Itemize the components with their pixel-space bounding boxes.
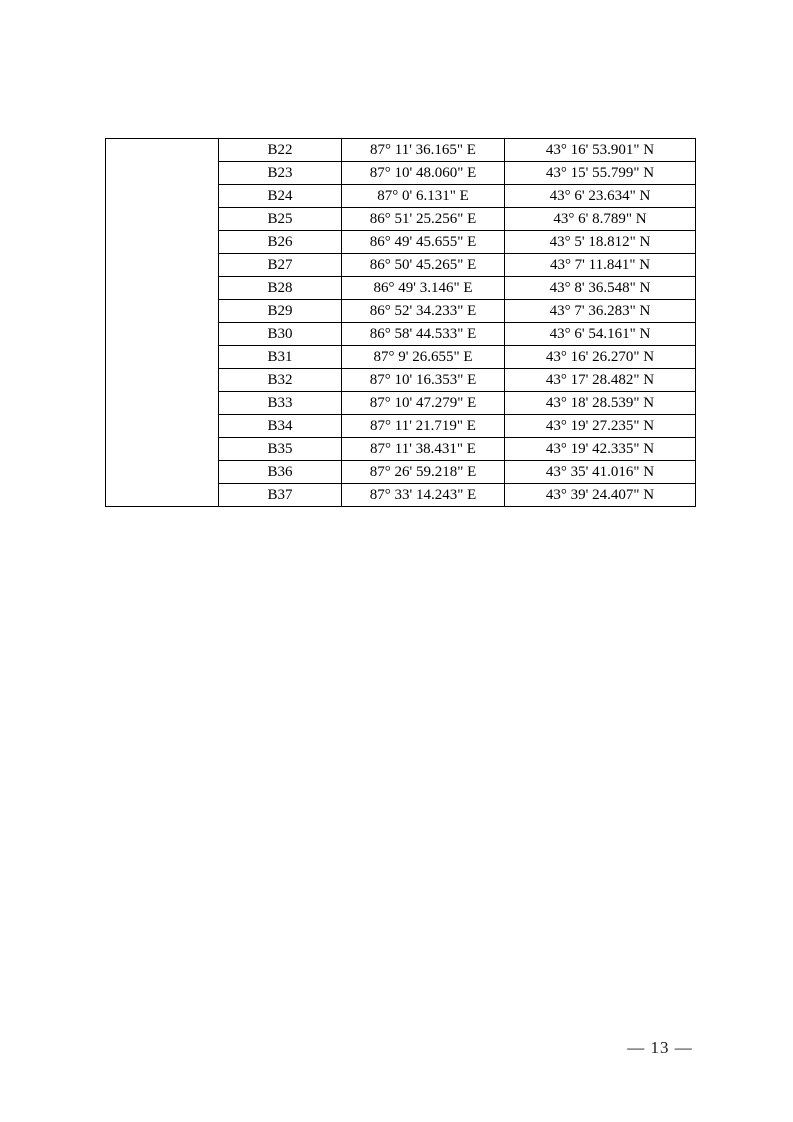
table-row: B24 87° 0' 6.131" E 43° 6' 23.634" N — [106, 184, 696, 208]
point-cell: B33 — [218, 391, 342, 415]
longitude-cell: 86° 49' 45.655" E — [341, 230, 505, 254]
longitude-cell: 87° 33' 14.243" E — [341, 483, 505, 507]
table-row: B30 86° 58' 44.533" E 43° 6' 54.161" N — [106, 322, 696, 346]
longitude-cell: 87° 11' 36.165" E — [341, 138, 505, 162]
table-row: B25 86° 51' 25.256" E 43° 6' 8.789" N — [106, 207, 696, 231]
latitude-cell: 43° 19' 42.335" N — [504, 437, 696, 461]
point-cell: B31 — [218, 345, 342, 369]
table-row: B31 87° 9' 26.655" E 43° 16' 26.270" N — [106, 345, 696, 369]
table-row: B32 87° 10' 16.353" E 43° 17' 28.482" N — [106, 368, 696, 392]
longitude-cell: 87° 10' 47.279" E — [341, 391, 505, 415]
latitude-cell: 43° 16' 53.901" N — [504, 138, 696, 162]
point-cell: B24 — [218, 184, 342, 208]
table-row: B37 87° 33' 14.243" E 43° 39' 24.407" N — [106, 483, 696, 507]
latitude-cell: 43° 6' 8.789" N — [504, 207, 696, 231]
latitude-cell: 43° 8' 36.548" N — [504, 276, 696, 300]
longitude-cell: 87° 11' 21.719" E — [341, 414, 505, 438]
table-row: B28 86° 49' 3.146" E 43° 8' 36.548" N — [106, 276, 696, 300]
point-cell: B37 — [218, 483, 342, 507]
latitude-cell: 43° 6' 54.161" N — [504, 322, 696, 346]
table-row: B29 86° 52' 34.233" E 43° 7' 36.283" N — [106, 299, 696, 323]
point-cell: B32 — [218, 368, 342, 392]
longitude-cell: 87° 10' 48.060" E — [341, 161, 505, 185]
latitude-cell: 43° 19' 27.235" N — [504, 414, 696, 438]
latitude-cell: 43° 7' 11.841" N — [504, 253, 696, 277]
latitude-cell: 43° 16' 26.270" N — [504, 345, 696, 369]
table-row: B33 87° 10' 47.279" E 43° 18' 28.539" N — [106, 391, 696, 415]
table-row: B22 87° 11' 36.165" E 43° 16' 53.901" N — [105, 138, 696, 507]
longitude-cell: 86° 51' 25.256" E — [341, 207, 505, 231]
latitude-cell: 43° 15' 55.799" N — [504, 161, 696, 185]
merged-empty-cell — [105, 138, 219, 507]
table-row: B27 86° 50' 45.265" E 43° 7' 11.841" N — [106, 253, 696, 277]
point-cell: B28 — [218, 276, 342, 300]
table-row: B26 86° 49' 45.655" E 43° 5' 18.812" N — [106, 230, 696, 254]
latitude-cell: 43° 17' 28.482" N — [504, 368, 696, 392]
point-cell: B30 — [218, 322, 342, 346]
latitude-cell: 43° 35' 41.016" N — [504, 460, 696, 484]
latitude-cell: 43° 5' 18.812" N — [504, 230, 696, 254]
longitude-cell: 87° 11' 38.431" E — [341, 437, 505, 461]
longitude-cell: 86° 58' 44.533" E — [341, 322, 505, 346]
point-cell: B36 — [218, 460, 342, 484]
latitude-cell: 43° 39' 24.407" N — [504, 483, 696, 507]
coordinate-table-body: B22 87° 11' 36.165" E 43° 16' 53.901" N B23… — [105, 138, 696, 507]
point-cell: B29 — [218, 299, 342, 323]
latitude-cell: 43° 18' 28.539" N — [504, 391, 696, 415]
point-cell: B35 — [218, 437, 342, 461]
longitude-cell: 87° 9' 26.655" E — [341, 345, 505, 369]
coordinate-table: B22 87° 11' 36.165" E 43° 16' 53.901" N B23… — [105, 138, 696, 507]
latitude-cell: 43° 7' 36.283" N — [504, 299, 696, 323]
point-cell: B26 — [218, 230, 342, 254]
point-cell: B23 — [218, 161, 342, 185]
longitude-cell: 86° 49' 3.146" E — [341, 276, 505, 300]
table-row: B23 87° 10' 48.060" E 43° 15' 55.799" N — [106, 161, 696, 185]
point-cell: B25 — [218, 207, 342, 231]
latitude-cell: 43° 6' 23.634" N — [504, 184, 696, 208]
coordinate-table-container: B22 87° 11' 36.165" E 43° 16' 53.901" N B23… — [105, 138, 696, 507]
longitude-cell: 87° 0' 6.131" E — [341, 184, 505, 208]
longitude-cell: 87° 26' 59.218" E — [341, 460, 505, 484]
point-cell: B34 — [218, 414, 342, 438]
longitude-cell: 86° 50' 45.265" E — [341, 253, 505, 277]
point-cell: B27 — [218, 253, 342, 277]
page-number: — 13 — — [627, 1038, 693, 1057]
longitude-cell: 86° 52' 34.233" E — [341, 299, 505, 323]
point-cell: B22 — [218, 138, 342, 162]
longitude-cell: 87° 10' 16.353" E — [341, 368, 505, 392]
